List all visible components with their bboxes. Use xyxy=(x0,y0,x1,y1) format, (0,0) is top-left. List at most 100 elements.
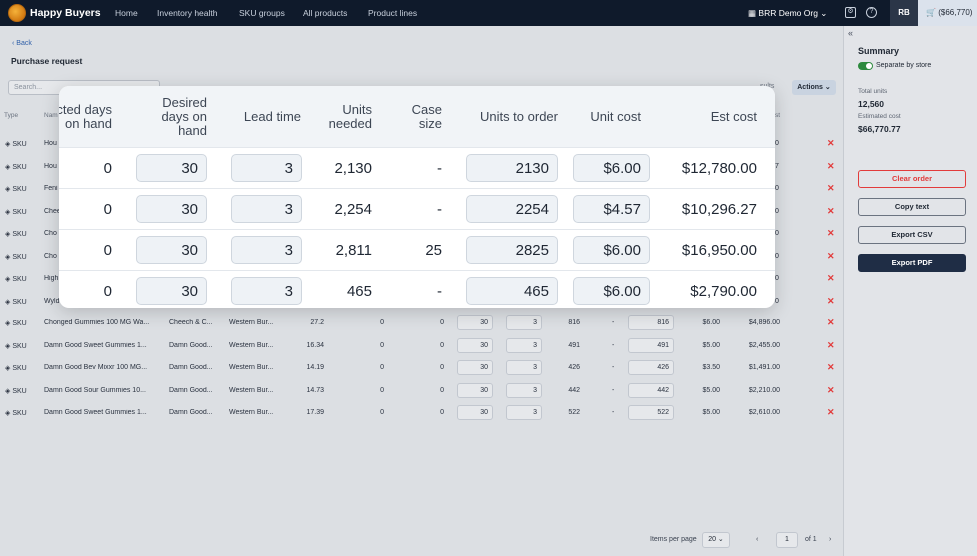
units-to-order-input[interactable]: 522 xyxy=(628,405,674,420)
table-row[interactable]: ◈ SKU Wyld 0 ✕ xyxy=(0,291,843,313)
units-to-order-input[interactable]: 2825 xyxy=(466,236,558,264)
header-est-cost[interactable]: st xyxy=(775,112,781,119)
row-name[interactable]: Hou xyxy=(44,162,57,170)
remove-row-icon[interactable]: ✕ xyxy=(827,138,835,148)
header-projected-days[interactable]: cted days on hand xyxy=(59,102,112,131)
header-unit-cost[interactable]: Unit cost xyxy=(590,109,641,124)
row-name[interactable]: Cho xyxy=(44,230,57,237)
remove-row-icon[interactable]: ✕ xyxy=(827,250,835,261)
table-row[interactable]: ◈ SKU Hou 0 ✕ xyxy=(0,133,843,155)
unit-cost-input[interactable]: $6.00 xyxy=(573,277,650,305)
remove-row-icon[interactable]: ✕ xyxy=(827,295,835,306)
lead-time-input[interactable]: 3 xyxy=(231,154,302,182)
export-pdf-button[interactable]: Export PDF xyxy=(858,254,966,272)
row-name[interactable]: High xyxy=(44,275,59,282)
units-to-order-input[interactable]: 816 xyxy=(628,315,674,330)
remove-row-icon[interactable]: ✕ xyxy=(827,273,835,283)
table-row[interactable]: ◈ SKU High 0 ✕ xyxy=(0,268,843,290)
table-row[interactable]: ◈ SKU Damn Good Bev Mixxr 100 MG... Damn G… xyxy=(0,357,843,379)
desired-days-input[interactable]: 30 xyxy=(457,360,493,375)
items-per-page-select[interactable]: 20 ⌄ xyxy=(702,532,730,548)
desired-days-input[interactable]: 30 xyxy=(457,405,493,420)
lead-time-input[interactable]: 3 xyxy=(506,315,542,330)
zoomed-table-row[interactable]: 0 30 3 2,811 25 2825 $6.00 $16,950.00 xyxy=(59,229,775,270)
help-icon[interactable]: ? xyxy=(866,7,877,18)
remove-row-icon[interactable]: ✕ xyxy=(827,205,835,216)
units-to-order-input[interactable]: 426 xyxy=(628,360,674,375)
lead-time-input[interactable]: 3 xyxy=(231,277,302,305)
units-to-order-input[interactable]: 491 xyxy=(628,337,674,353)
table-row[interactable]: ◈ SKU Chee 0 ✕ xyxy=(0,201,843,223)
header-est-cost-zoom[interactable]: Est cost xyxy=(710,109,757,124)
avatar[interactable]: RB xyxy=(890,0,918,26)
row-name[interactable]: Damn Good Sweet Gummies 1... xyxy=(44,409,147,416)
lead-time-input[interactable]: 3 xyxy=(506,405,542,420)
header-desired-days[interactable]: Desired days on hand xyxy=(161,95,207,138)
table-row[interactable]: ◈ SKU Chonged Gummies 100 MG Wa... Cheech … xyxy=(0,312,843,334)
nav-inventory-health[interactable]: Inventory health xyxy=(157,8,218,18)
zoomed-table-row[interactable]: 0 30 3 2,254 - 2254 $4.57 $10,296.27 xyxy=(59,188,775,229)
zoomed-table-row[interactable]: 0 30 3 2,130 - 2130 $6.00 $12,780.00 xyxy=(59,147,775,188)
desired-days-input[interactable]: 30 xyxy=(457,382,493,398)
desired-days-input[interactable]: 30 xyxy=(136,195,207,223)
unit-cost-input[interactable]: $6.00 xyxy=(573,154,650,182)
separate-by-store-toggle[interactable] xyxy=(858,62,873,70)
remove-row-icon[interactable]: ✕ xyxy=(827,339,835,350)
copy-text-button[interactable]: Copy text xyxy=(858,198,966,216)
lead-time-input[interactable]: 3 xyxy=(506,360,542,375)
row-name[interactable]: Damn Good Sour Gummies 10... xyxy=(44,386,146,394)
header-case-size[interactable]: Case size xyxy=(411,102,442,131)
desired-days-input[interactable]: 30 xyxy=(136,277,207,305)
nav-product-lines[interactable]: Product lines xyxy=(368,8,418,18)
next-page-icon[interactable]: › xyxy=(829,536,832,543)
nav-home[interactable]: Home xyxy=(115,8,138,18)
row-name[interactable]: Wyld xyxy=(44,297,60,305)
export-csv-button[interactable]: Export CSV xyxy=(858,226,966,244)
row-name[interactable]: Hou xyxy=(44,140,57,147)
brand-name[interactable]: Happy Buyers xyxy=(30,7,101,19)
table-row[interactable]: ◈ SKU Damn Good Sweet Gummies 1... Damn Go… xyxy=(0,402,843,424)
back-link[interactable]: ‹ Back xyxy=(12,40,32,47)
nav-all-products[interactable]: All products xyxy=(303,8,348,18)
table-row[interactable]: ◈ SKU Damn Good Sour Gummies 10... Damn Go… xyxy=(0,380,843,402)
row-name[interactable]: Cho xyxy=(44,252,57,260)
table-row[interactable]: ◈ SKU Feni 0 ✕ xyxy=(0,178,843,200)
desired-days-input[interactable]: 30 xyxy=(457,315,493,330)
row-name[interactable]: Damn Good Sweet Gummies 1... xyxy=(44,341,147,349)
remove-row-icon[interactable]: ✕ xyxy=(827,183,835,193)
table-row[interactable]: ◈ SKU Hou 7 ✕ xyxy=(0,156,843,178)
desired-days-input[interactable]: 30 xyxy=(136,236,207,264)
row-name[interactable]: Chonged Gummies 100 MG Wa... xyxy=(44,319,150,326)
unit-cost-input[interactable]: $6.00 xyxy=(573,236,650,264)
gear-icon[interactable]: ⚙ xyxy=(845,7,856,18)
lead-time-input[interactable]: 3 xyxy=(231,195,302,223)
header-units-to-order[interactable]: Units to order xyxy=(479,109,558,124)
table-row[interactable]: ◈ SKU Damn Good Sweet Gummies 1... Damn Go… xyxy=(0,335,843,357)
collapse-panel-icon[interactable]: « xyxy=(848,28,854,38)
remove-row-icon[interactable]: ✕ xyxy=(827,160,835,171)
remove-row-icon[interactable]: ✕ xyxy=(827,384,835,395)
units-to-order-input[interactable]: 2254 xyxy=(466,195,558,223)
units-to-order-input[interactable]: 465 xyxy=(466,277,558,305)
page-input[interactable]: 1 xyxy=(776,532,798,548)
header-units-needed[interactable]: Units needed xyxy=(328,102,372,131)
remove-row-icon[interactable]: ✕ xyxy=(827,228,835,238)
actions-button[interactable]: Actions ⌄ xyxy=(792,80,836,95)
desired-days-input[interactable]: 30 xyxy=(457,337,493,353)
prev-page-icon[interactable]: ‹ xyxy=(756,536,759,543)
table-row[interactable]: ◈ SKU Cho 0 ✕ xyxy=(0,246,843,268)
header-name[interactable]: Nam xyxy=(44,112,58,119)
cart-button[interactable]: 🛒 ($66,770) xyxy=(918,0,977,26)
lead-time-input[interactable]: 3 xyxy=(506,382,542,398)
lead-time-input[interactable]: 3 xyxy=(506,337,542,353)
org-selector[interactable]: ▦ BRR Demo Org ⌄ xyxy=(748,8,827,19)
clear-order-button[interactable]: Clear order xyxy=(858,170,966,188)
row-name[interactable]: Chee xyxy=(44,207,61,215)
units-to-order-input[interactable]: 442 xyxy=(628,382,674,398)
desired-days-input[interactable]: 30 xyxy=(136,154,207,182)
row-name[interactable]: Feni xyxy=(44,185,58,192)
row-name[interactable]: Damn Good Bev Mixxr 100 MG... xyxy=(44,364,148,371)
nav-sku-groups[interactable]: SKU groups xyxy=(239,8,285,18)
header-lead-time[interactable]: Lead time xyxy=(243,109,301,124)
table-row[interactable]: ◈ SKU Cho 0 ✕ xyxy=(0,223,843,245)
